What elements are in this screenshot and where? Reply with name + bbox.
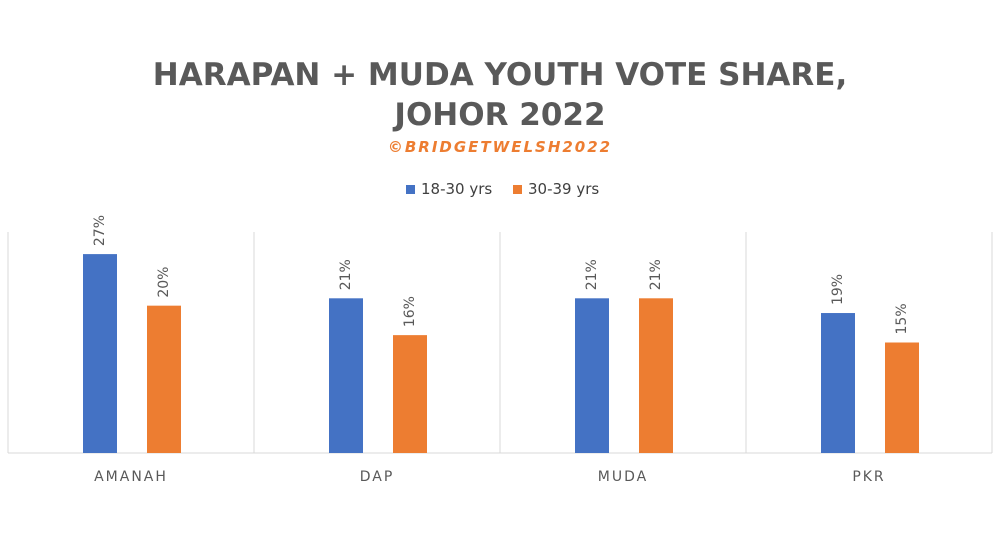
- category-label-dap: DAP: [360, 469, 395, 485]
- legend-label-series-1: 18-30 yrs: [421, 180, 492, 198]
- bar-amanah-series-2: [147, 305, 181, 453]
- bar-muda-series-1: [575, 298, 609, 453]
- bar-amanah-series-1: [83, 254, 117, 453]
- chart-title-line-2: JOHOR 2022: [392, 97, 605, 133]
- legend-swatch-series-1: [406, 185, 415, 194]
- bar-dap-series-2: [393, 335, 427, 453]
- data-label-dap-series-1: 21%: [338, 259, 354, 290]
- chart-title-line-1: HARAPAN + MUDA YOUTH VOTE SHARE,: [153, 57, 847, 93]
- plot-area: 27% 20% AMANAH 21% 16% DAP 21% 21% MUDA 19% 15% PKR: [7, 215, 993, 485]
- data-label-muda-series-2: 21%: [648, 259, 664, 290]
- data-label-muda-series-1: 21%: [584, 259, 600, 290]
- bar-muda-series-2: [639, 298, 673, 453]
- data-label-amanah-series-1: 27%: [92, 215, 108, 246]
- data-label-dap-series-2: 16%: [402, 296, 418, 327]
- category-label-amanah: AMANAH: [94, 469, 168, 485]
- data-label-amanah-series-2: 20%: [156, 267, 172, 298]
- chart-subtitle: ©BRIDGETWELSH2022: [388, 138, 612, 156]
- bar-pkr-series-1: [821, 313, 855, 453]
- data-label-pkr-series-2: 15%: [894, 303, 910, 334]
- bar-pkr-series-2: [885, 342, 919, 453]
- data-label-pkr-series-1: 19%: [830, 274, 846, 305]
- legend: 18-30 yrs 30-39 yrs: [406, 180, 599, 198]
- legend-label-series-2: 30-39 yrs: [528, 180, 599, 198]
- category-label-muda: MUDA: [598, 469, 648, 485]
- legend-swatch-series-2: [513, 185, 522, 194]
- category-label-pkr: PKR: [852, 469, 885, 485]
- bar-dap-series-1: [329, 298, 363, 453]
